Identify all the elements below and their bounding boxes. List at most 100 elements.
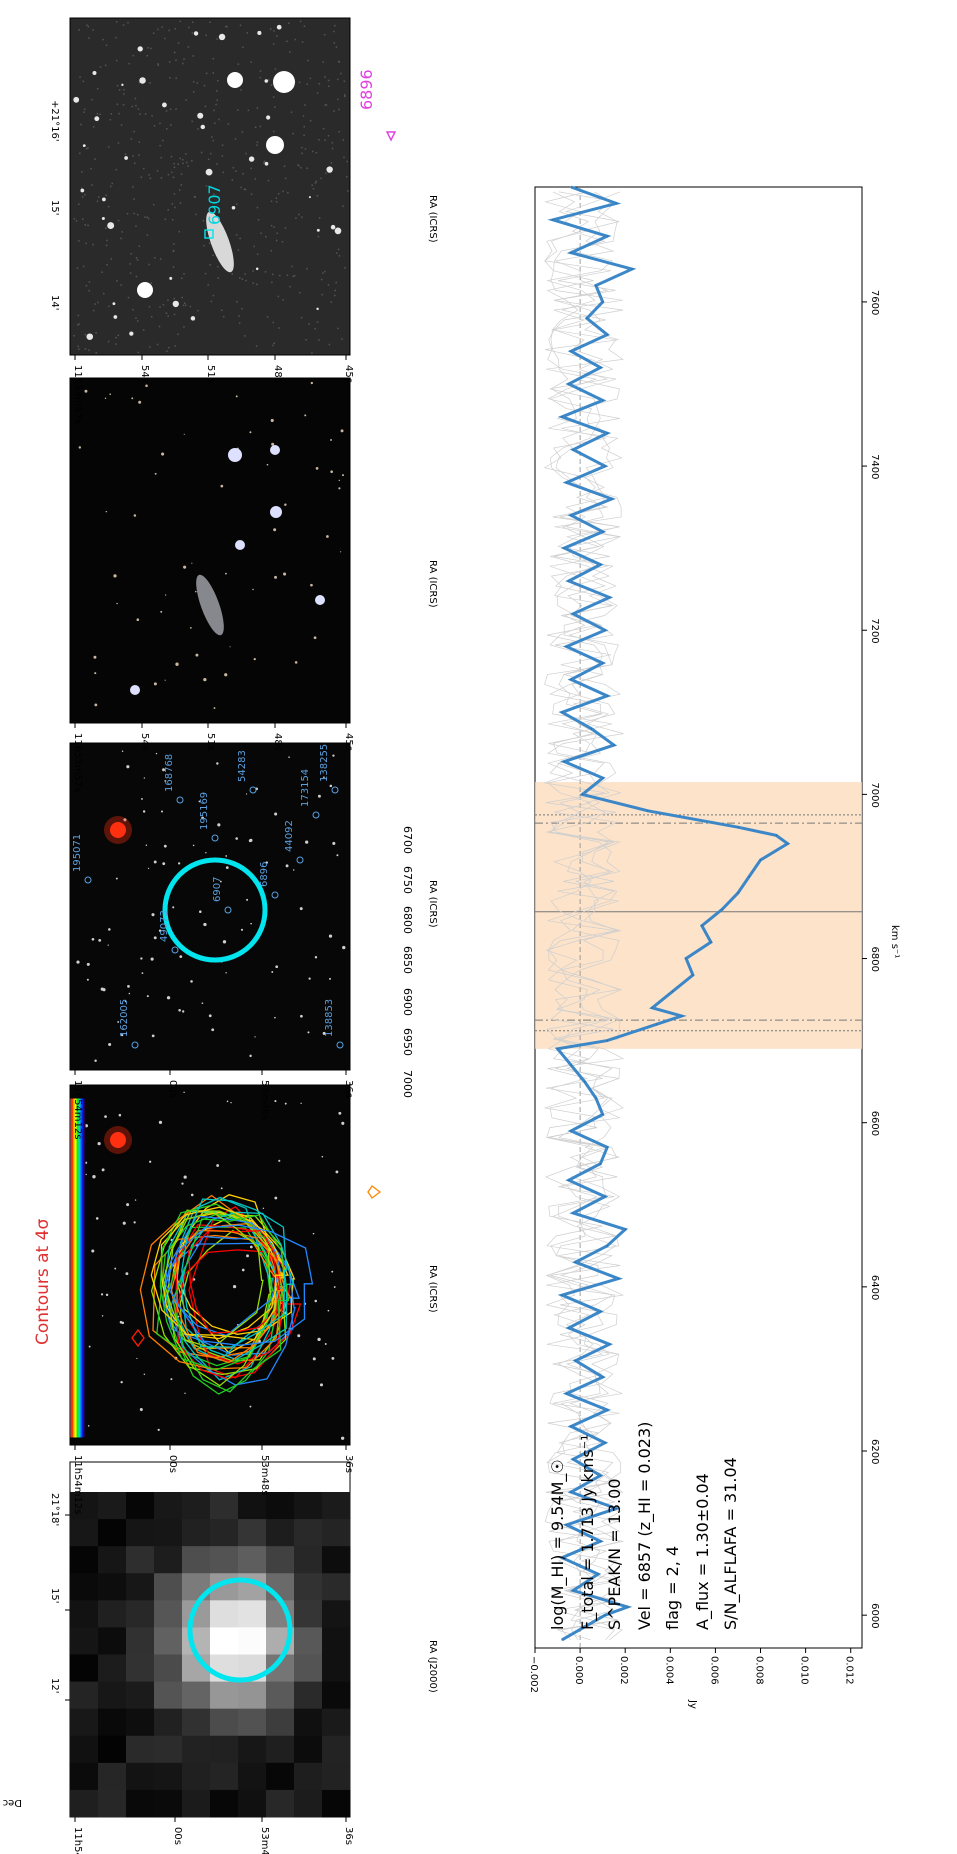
noise	[257, 218, 260, 221]
star	[160, 610, 163, 613]
noise	[189, 305, 192, 308]
noise	[344, 95, 346, 98]
source-marker	[204, 229, 214, 239]
star	[86, 962, 90, 966]
noise	[212, 139, 214, 142]
noise	[117, 334, 120, 337]
noise	[325, 104, 328, 106]
noise	[88, 37, 90, 39]
noise	[289, 51, 291, 53]
noise	[314, 327, 316, 330]
spectrum-point	[597, 1573, 599, 1575]
dec-tick-label: 12'	[49, 1678, 60, 1693]
star	[93, 655, 97, 659]
star	[172, 300, 179, 308]
hi-contour	[162, 1211, 264, 1350]
noise	[184, 304, 187, 307]
spectrum-point	[651, 1007, 654, 1009]
noise	[212, 72, 215, 74]
star	[205, 168, 213, 176]
noise	[85, 285, 88, 287]
noise	[240, 186, 242, 189]
star	[153, 682, 157, 686]
noise	[115, 343, 117, 345]
spectrum-point	[604, 1614, 606, 1616]
noise	[173, 193, 176, 195]
noise	[124, 153, 127, 155]
noise	[173, 243, 175, 245]
noise	[178, 230, 181, 233]
star	[183, 1091, 185, 1094]
noise	[169, 76, 171, 79]
map-pixel	[70, 1762, 99, 1791]
bright-star	[227, 72, 243, 88]
noise	[207, 158, 210, 161]
noise	[226, 25, 228, 28]
map-pixel	[98, 1519, 127, 1547]
star	[330, 470, 333, 473]
noise	[142, 167, 145, 170]
star	[255, 267, 259, 271]
noise	[266, 316, 269, 318]
spectrum-panel: 6000 6200 6400 6600 6800 7000 7200 7400 7600 km s…	[528, 185, 900, 1709]
spectrum-point	[570, 186, 572, 188]
legend-line: Vel = 6857 (z_HI = 0.023)	[635, 1422, 655, 1630]
noise	[333, 42, 336, 44]
noise	[83, 111, 85, 113]
map-pixel	[322, 1492, 351, 1520]
noise	[130, 253, 132, 255]
noise	[76, 267, 79, 269]
panel-frame	[69, 377, 351, 724]
noise	[272, 96, 275, 98]
spectrum-point	[617, 1277, 620, 1280]
map-pixel	[238, 1735, 267, 1764]
star	[190, 316, 196, 321]
spectrum-point	[656, 1023, 658, 1025]
map-pixel	[126, 1519, 155, 1547]
noise	[88, 349, 90, 351]
star	[183, 565, 187, 569]
noise	[299, 20, 302, 23]
spectrum-point	[574, 1359, 577, 1362]
noise	[138, 81, 141, 84]
spectrum-point	[563, 760, 566, 763]
star	[143, 777, 146, 779]
colorbar-tick-label: 6800	[401, 906, 414, 934]
noise	[231, 273, 233, 275]
map-pixel	[70, 1627, 99, 1655]
y-tick-label: 0.008	[754, 1656, 765, 1685]
noise	[161, 26, 163, 28]
noise	[276, 232, 278, 235]
noise	[306, 267, 308, 270]
star	[164, 594, 167, 596]
noise	[93, 309, 95, 312]
noise	[278, 327, 280, 329]
noise	[311, 150, 314, 153]
noise	[215, 103, 217, 106]
hi-contour	[175, 1224, 284, 1380]
star	[266, 463, 269, 466]
noise	[120, 284, 122, 286]
noise	[272, 43, 275, 45]
noise	[82, 218, 84, 220]
noise	[178, 189, 181, 191]
noise	[175, 77, 177, 79]
star	[104, 1115, 107, 1118]
noise	[105, 244, 108, 247]
star	[229, 646, 231, 648]
bright-star	[270, 506, 282, 518]
map-pixel	[98, 1600, 127, 1628]
noise	[322, 61, 324, 63]
noise	[270, 224, 273, 227]
star	[241, 1268, 245, 1272]
star	[95, 1217, 99, 1220]
star	[335, 1170, 339, 1174]
noise	[94, 303, 96, 305]
noise	[185, 153, 187, 155]
noise	[330, 301, 333, 303]
star	[203, 922, 207, 927]
spectrum-point	[561, 711, 563, 714]
noise	[96, 87, 99, 90]
noise	[270, 200, 273, 203]
star	[321, 1155, 324, 1158]
